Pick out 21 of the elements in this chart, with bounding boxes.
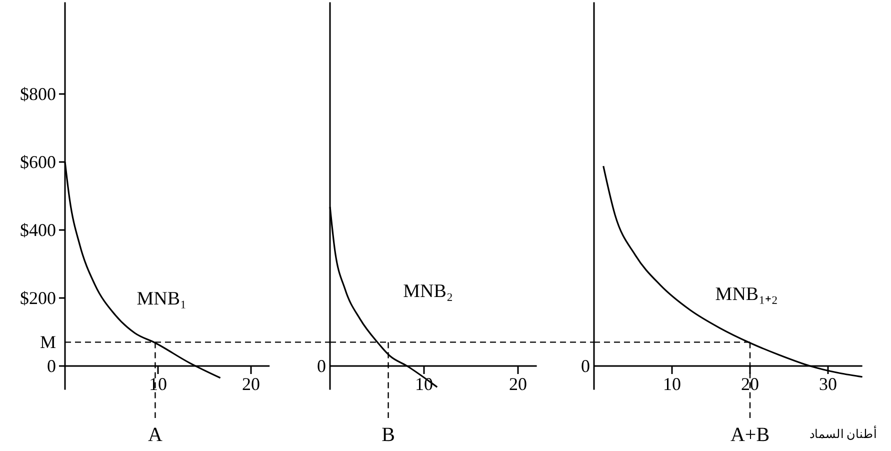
y-tick-label: M <box>40 332 56 352</box>
x-axis-title: أطنان السماد <box>809 426 876 441</box>
y-tick-label: $600 <box>20 152 56 172</box>
y-tick-label: $200 <box>20 288 56 308</box>
x-tick-label: 20 <box>741 374 759 394</box>
x-tick-label: 20 <box>242 374 260 394</box>
ref-line-label: A+B <box>730 424 770 446</box>
y-tick-label: $800 <box>20 84 56 104</box>
x-tick-label: 30 <box>819 374 837 394</box>
series-label: MNB₁ <box>136 288 187 310</box>
y-tick-label: $400 <box>20 220 56 240</box>
text: 0 <box>581 356 590 376</box>
text: 0 <box>317 356 326 376</box>
series-label: MNB₁₊₂ <box>715 284 778 306</box>
x-tick-label: 20 <box>509 374 527 394</box>
text: MNB₂ <box>403 281 453 302</box>
y-tick-label: 0 <box>47 356 56 376</box>
x-tick-label: 10 <box>663 374 681 394</box>
x-tick-label: 10 <box>149 374 167 394</box>
ref-line-label: B <box>382 424 395 446</box>
ref-line-label: A <box>148 424 163 446</box>
